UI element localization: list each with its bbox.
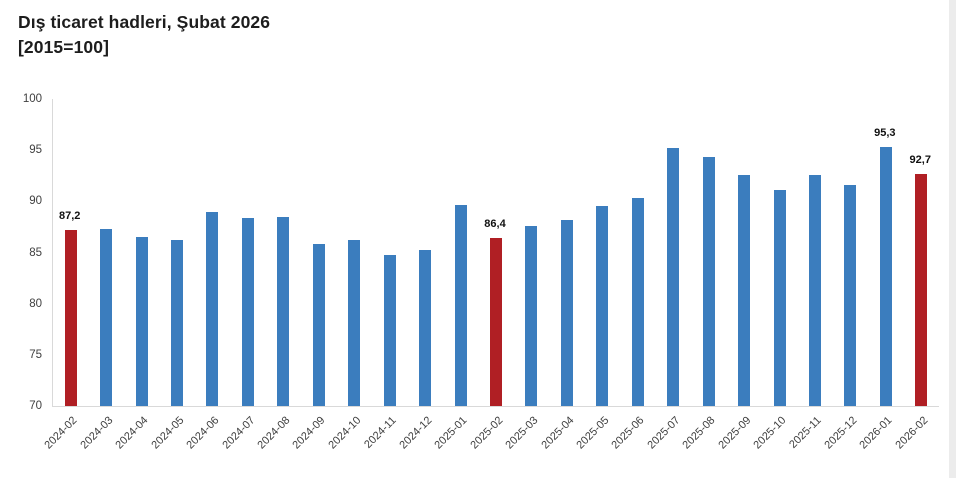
bar-2024-12	[419, 250, 432, 406]
plot-area	[52, 99, 939, 407]
bar-2025-09	[738, 174, 751, 406]
bar-2025-05	[596, 206, 609, 406]
bar-highlighted-2026-02	[915, 173, 928, 406]
x-axis-tick-label-2024-02: 2024-02	[42, 414, 80, 452]
chart-subtitle: [2015=100]	[18, 37, 110, 57]
bar-2024-08	[277, 216, 290, 406]
bar-highlighted-2025-02	[490, 238, 502, 406]
x-axis-tick-label-2025-10: 2025-10	[751, 414, 789, 452]
y-axis-tick-label: 85	[29, 246, 42, 259]
bar-2025-08	[702, 157, 715, 406]
bar-2025-06	[631, 198, 644, 406]
x-axis-tick-label-2025-05: 2025-05	[574, 414, 612, 452]
x-axis-tick-label-2025-03: 2025-03	[503, 414, 541, 452]
data-label-2024-02: 87,2	[59, 209, 81, 222]
x-axis-tick-label-2024-08: 2024-08	[255, 414, 293, 452]
bar-2025-07	[667, 148, 680, 406]
bar-2024-11	[383, 254, 396, 406]
data-label-2026-01: 95,3	[874, 127, 896, 140]
y-axis-tick-label: 75	[29, 348, 42, 361]
y-axis-tick-label: 90	[29, 195, 42, 208]
y-axis-tick-label: 95	[29, 144, 42, 157]
bar-2024-10	[348, 240, 361, 406]
bar-2025-12	[844, 184, 857, 406]
x-axis-tick-label-2026-01: 2026-01	[857, 414, 895, 452]
bar-2024-04	[135, 237, 148, 406]
data-label-2025-02: 86,4	[484, 218, 506, 231]
x-axis-tick-label-2025-04: 2025-04	[538, 414, 576, 452]
x-axis-tick-label-2024-05: 2024-05	[149, 414, 187, 452]
bar-2024-05	[171, 240, 184, 406]
x-axis-tick-label-2024-04: 2024-04	[113, 414, 151, 452]
bar-2024-09	[312, 244, 325, 406]
x-axis-tick-label-2025-12: 2025-12	[822, 414, 860, 452]
x-axis-tick-label-2024-07: 2024-07	[219, 414, 258, 452]
y-axis-tick-label: 100	[22, 93, 42, 105]
bar-highlighted-2024-02	[64, 230, 77, 406]
chart-title-block: Dış ticaret hadleri, Şubat 2026 [2015=10…	[18, 10, 270, 60]
bar-2024-07	[241, 217, 254, 406]
bar-2026-01	[879, 147, 892, 406]
x-axis-tick-label-2025-07: 2025-07	[645, 414, 683, 452]
chart-title: Dış ticaret hadleri, Şubat 2026	[18, 12, 271, 32]
x-axis-tick-label-2025-02: 2025-02	[468, 414, 506, 452]
x-axis-tick-label-2024-10: 2024-10	[326, 414, 364, 452]
x-axis-tick-label-2025-06: 2025-06	[609, 414, 647, 452]
x-axis-tick-label-2024-06: 2024-06	[184, 414, 222, 452]
bar-2025-11	[808, 174, 821, 406]
x-axis-tick-label-2025-08: 2025-08	[680, 414, 718, 452]
x-axis-tick-label-2025-09: 2025-09	[716, 414, 754, 452]
x-axis-tick-label-2025-01: 2025-01	[432, 414, 470, 452]
x-axis-tick-label-2026-02: 2026-02	[893, 414, 931, 452]
bar-2024-06	[206, 211, 219, 406]
bar-2025-04	[560, 219, 573, 406]
x-axis-tick-label-2024-11: 2024-11	[362, 414, 399, 451]
x-axis-tick-label-2025-11: 2025-11	[787, 414, 825, 451]
bar-2024-03	[100, 228, 113, 406]
x-axis-tick-label-2024-03: 2024-03	[78, 414, 116, 452]
x-axis-tick-label-2024-12: 2024-12	[397, 414, 435, 452]
scrollbar[interactable]	[949, 0, 956, 478]
x-axis-tick-label-2024-09: 2024-09	[290, 414, 328, 452]
bar-2025-10	[773, 190, 786, 406]
bar-2025-03	[525, 225, 538, 406]
y-axis-tick-label: 70	[29, 400, 42, 412]
bar-2025-01	[454, 205, 467, 406]
data-label-2026-02: 92,7	[909, 153, 931, 166]
y-axis-tick-label: 80	[29, 297, 42, 310]
